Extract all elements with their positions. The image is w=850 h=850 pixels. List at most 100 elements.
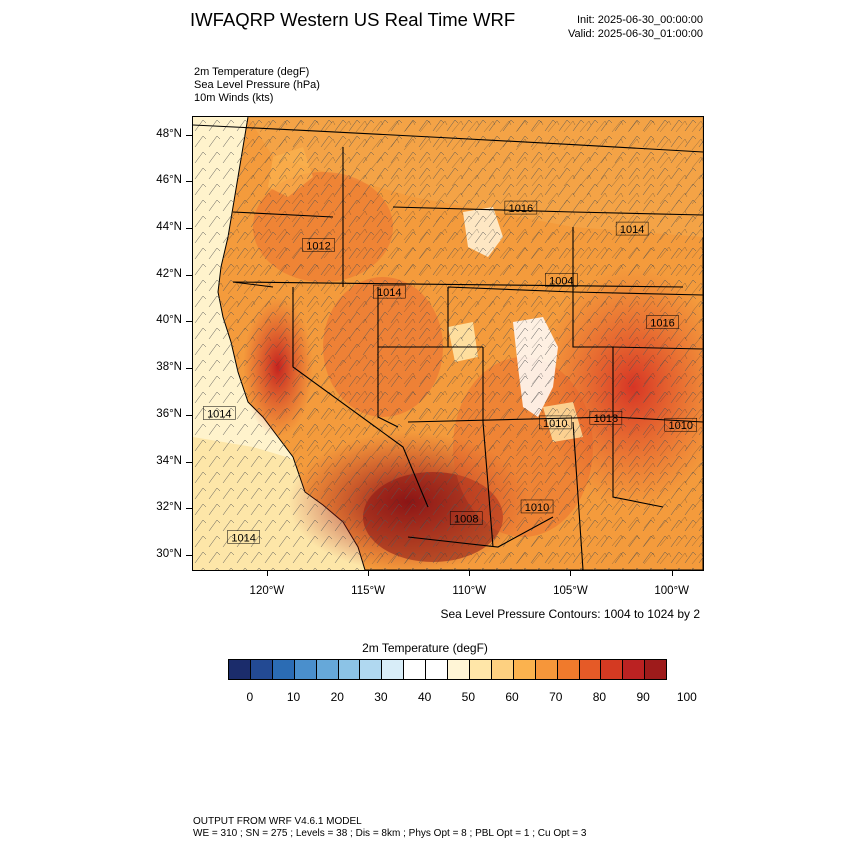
variable-list: 2m Temperature (degF) Sea Level Pressure… bbox=[194, 66, 320, 105]
colorbar-tick-label: 90 bbox=[636, 690, 650, 704]
pressure-label: 1010 bbox=[539, 415, 572, 430]
svg-text:1010: 1010 bbox=[525, 502, 549, 514]
lat-label: 42°N bbox=[156, 267, 182, 280]
lat-tick bbox=[186, 181, 192, 183]
svg-text:1004: 1004 bbox=[549, 275, 573, 287]
svg-text:1010: 1010 bbox=[543, 418, 567, 430]
colorbar-swatch bbox=[359, 660, 382, 679]
colorbar-tick-label: 80 bbox=[592, 690, 607, 704]
pressure-label: 1016 bbox=[646, 315, 679, 329]
footer-model: OUTPUT FROM WRF V4.6.1 MODEL bbox=[193, 816, 362, 827]
colorbar-swatch bbox=[490, 660, 513, 679]
lat-tick bbox=[186, 368, 192, 370]
colorbar-swatch bbox=[229, 660, 250, 679]
lat-tick bbox=[186, 321, 192, 323]
lat-tick bbox=[186, 274, 192, 276]
pressure-label: 1010 bbox=[520, 499, 554, 514]
lon-label: 110°W bbox=[452, 585, 487, 597]
lon-tick bbox=[469, 570, 471, 576]
colorbar-tick-label: 30 bbox=[374, 690, 388, 704]
lat-label: 34°N bbox=[156, 454, 182, 467]
init-time: Init: 2025-06-30_00:00:00 bbox=[577, 14, 703, 26]
svg-text:1016: 1016 bbox=[509, 203, 533, 215]
lat-label: 30°N bbox=[156, 547, 182, 560]
colorbar-swatch bbox=[622, 660, 645, 679]
colorbar-swatch bbox=[381, 660, 404, 679]
colorbar-swatch bbox=[534, 660, 557, 679]
model-footer: OUTPUT FROM WRF V4.6.1 MODEL WE = 310 ; … bbox=[193, 816, 586, 840]
svg-text:1008: 1008 bbox=[454, 514, 478, 526]
colorbar-swatch bbox=[293, 660, 316, 679]
lat-label: 46°N bbox=[156, 174, 182, 187]
colorbar bbox=[228, 659, 667, 680]
lat-label: 48°N bbox=[156, 127, 182, 140]
colorbar-tick-label: 60 bbox=[505, 690, 519, 704]
map-panel: 1014 1014 1014 1016 1010 1004 1016 1018 1010 1010… bbox=[192, 116, 704, 571]
lon-label: 105°W bbox=[553, 585, 588, 597]
pressure-label: 1008 bbox=[449, 511, 483, 526]
lon-tick bbox=[671, 570, 673, 576]
svg-text:1014: 1014 bbox=[377, 287, 401, 299]
lon-label: 120°W bbox=[249, 585, 285, 597]
temperature-map: 1014 1014 1014 1016 1010 1004 1016 1018 1010 1010… bbox=[193, 117, 703, 570]
pressure-label: 1014 bbox=[227, 530, 260, 544]
colorbar-swatch bbox=[249, 660, 272, 679]
contour-note: Sea Level Pressure Contours: 1004 to 102… bbox=[440, 607, 701, 621]
svg-text:1014: 1014 bbox=[231, 532, 255, 544]
colorbar-swatch bbox=[468, 660, 491, 679]
colorbar-swatch bbox=[600, 660, 623, 679]
pressure-label: 1010 bbox=[664, 417, 697, 432]
plot-title: IWFAQRP Western US Real Time WRF bbox=[190, 9, 516, 30]
colorbar-tick-label: 70 bbox=[549, 690, 563, 704]
colorbar-tick-label: 50 bbox=[461, 690, 476, 704]
pressure-label: 1012 bbox=[302, 238, 335, 252]
init-valid-times: Init: 2025-06-30_00:00:00 Valid: 2025-06… bbox=[568, 13, 703, 41]
colorbar-swatch bbox=[403, 660, 426, 679]
lat-tick bbox=[186, 508, 192, 510]
lon-tick bbox=[570, 570, 572, 576]
pressure-label: 1014 bbox=[203, 406, 236, 421]
colorbar-tick-label: 100 bbox=[676, 690, 697, 704]
wind-barbs-land bbox=[218, 117, 703, 570]
svg-text:1018: 1018 bbox=[594, 413, 618, 425]
svg-text:1014: 1014 bbox=[620, 224, 644, 236]
colorbar-swatch bbox=[337, 660, 360, 679]
pressure-label: 1004 bbox=[545, 273, 578, 287]
lat-label: 36°N bbox=[156, 407, 182, 420]
pressure-label: 1016 bbox=[504, 200, 538, 215]
colorbar-swatch bbox=[512, 660, 535, 679]
colorbar-tick-label: 10 bbox=[286, 690, 301, 704]
svg-text:1014: 1014 bbox=[207, 409, 231, 421]
valid-time: Valid: 2025-06-30_01:00:00 bbox=[568, 28, 703, 40]
lon-tick bbox=[266, 570, 268, 576]
colorbar-swatch bbox=[556, 660, 579, 679]
colorbar-title: 2m Temperature (degF) bbox=[362, 641, 488, 655]
colorbar-swatch bbox=[425, 660, 448, 679]
lat-tick bbox=[186, 414, 192, 416]
lat-label: 38°N bbox=[156, 361, 182, 374]
lat-label: 32°N bbox=[156, 501, 182, 514]
state-borders bbox=[193, 124, 703, 570]
colorbar-swatch bbox=[644, 660, 667, 679]
lat-label: 44°N bbox=[156, 221, 182, 234]
lon-label: 100°W bbox=[654, 585, 689, 597]
lat-tick bbox=[186, 554, 192, 556]
lon-label: 115°W bbox=[351, 585, 385, 597]
pressure-label: 1014 bbox=[615, 221, 649, 236]
pressure-label: 1018 bbox=[589, 410, 623, 425]
colorbar-tick-label: 20 bbox=[330, 690, 344, 704]
svg-text:1016: 1016 bbox=[650, 317, 674, 329]
colorbar-swatch bbox=[315, 660, 338, 679]
variable-temperature: 2m Temperature (degF) bbox=[194, 66, 310, 78]
colorbar-swatch bbox=[578, 660, 601, 679]
colorbar-swatch bbox=[447, 660, 469, 679]
lat-label: 40°N bbox=[156, 314, 182, 327]
colorbar-swatch bbox=[271, 660, 294, 679]
lon-tick bbox=[368, 570, 370, 576]
lat-tick bbox=[186, 461, 192, 463]
svg-text:1012: 1012 bbox=[306, 240, 330, 252]
variable-winds: 10m Winds (kts) bbox=[194, 92, 274, 104]
colorbar-tick-label: 0 bbox=[246, 690, 254, 704]
lat-tick bbox=[186, 134, 192, 136]
variable-pressure: Sea Level Pressure (hPa) bbox=[194, 79, 320, 91]
